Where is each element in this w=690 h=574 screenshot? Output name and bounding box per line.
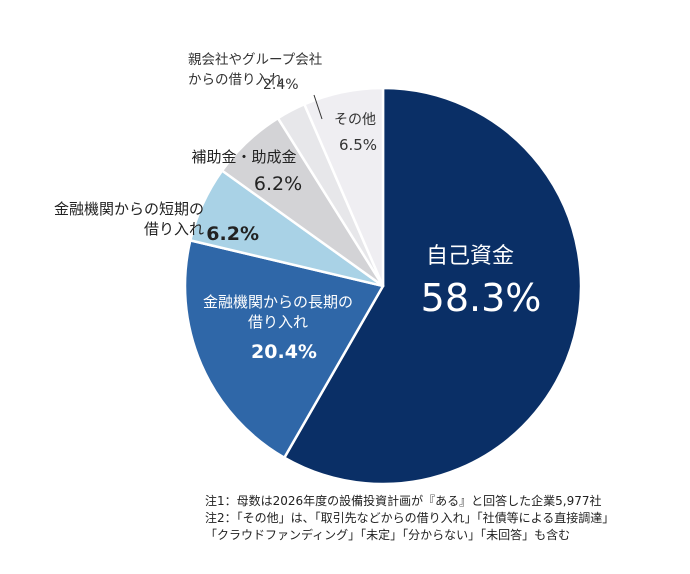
note-1: 注1：母数は2026年度の設備投資計画が『ある』と回答した企業5,977社 bbox=[205, 494, 602, 508]
notes: 注1：母数は2026年度の設備投資計画が『ある』と回答した企業5,977社 注2… bbox=[205, 493, 675, 544]
slice-value-label: 6.2% bbox=[254, 173, 302, 195]
slice-value-label: 58.3% bbox=[421, 276, 542, 320]
note-3: 「クラウドファンディング」「未定」「分からない」「未回答」も含む bbox=[205, 528, 571, 542]
slice-label: 補助金・助成金 bbox=[191, 148, 296, 166]
slice-label: からの借り入れ bbox=[188, 72, 283, 88]
slice-label: 借り入れ bbox=[144, 220, 204, 238]
slice-value-label: 2.4% bbox=[263, 77, 299, 93]
slice-value-label: 20.4% bbox=[251, 341, 317, 363]
slice-value-label: 6.5% bbox=[339, 136, 377, 154]
pie-slice bbox=[183, 239, 385, 459]
slice-label: その他 bbox=[334, 112, 376, 128]
slice-label: 親会社やグループ会社 bbox=[188, 52, 322, 68]
slice-label: 自己資金 bbox=[426, 244, 514, 269]
slice-label: 金融機関からの長期の bbox=[203, 293, 353, 311]
note-2: 注2：「その他」は、「取引先などからの借り入れ」「社債等による直接調達」 bbox=[205, 511, 615, 525]
pie-slice bbox=[303, 86, 385, 288]
slice-label: 借り入れ bbox=[248, 313, 308, 331]
slice-label: 金融機関からの短期の bbox=[54, 200, 204, 218]
slice-value-label: 6.2% bbox=[206, 223, 259, 245]
pie-slice bbox=[283, 86, 583, 486]
leader-line bbox=[313, 94, 323, 120]
